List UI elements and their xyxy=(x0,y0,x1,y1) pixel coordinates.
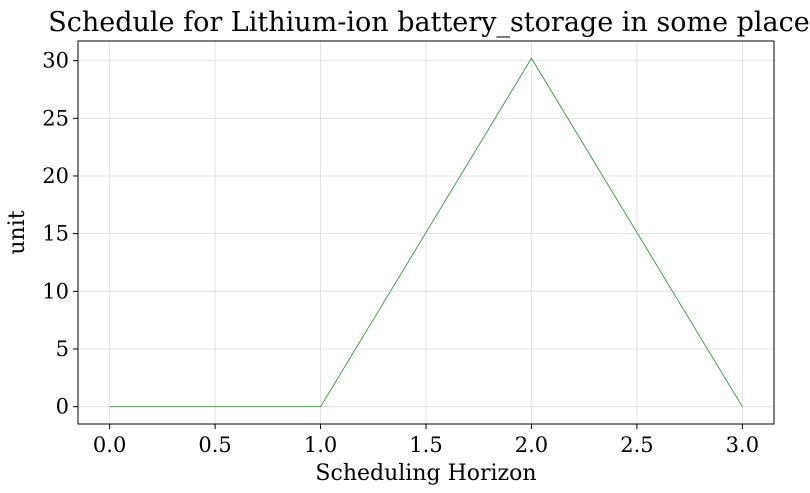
x-axis-label: Scheduling Horizon xyxy=(315,461,536,486)
x-tick-label: 1.0 xyxy=(304,433,337,457)
y-tick-label: 30 xyxy=(42,49,69,73)
x-tick-label: 2.0 xyxy=(515,433,548,457)
y-axis: 0 5 10 15 20 25 30 xyxy=(42,49,78,419)
series-line xyxy=(109,57,743,408)
x-axis: 0.0 0.5 1.0 1.5 2.0 2.5 3.0 xyxy=(93,424,759,457)
chart-title: Schedule for Lithium-ion battery_storage… xyxy=(48,7,810,38)
y-axis-label: unit xyxy=(5,210,30,254)
y-tick-label: 0 xyxy=(56,395,69,419)
y-tick-label: 15 xyxy=(42,222,69,246)
x-tick-label: 0.5 xyxy=(198,433,231,457)
y-tick-label: 10 xyxy=(42,279,69,303)
y-tick-label: 5 xyxy=(56,337,69,361)
y-tick-label: 25 xyxy=(42,106,69,130)
x-tick-label: 3.0 xyxy=(726,433,759,457)
y-tick-label: 20 xyxy=(42,164,69,188)
x-tick-label: 2.5 xyxy=(620,433,653,457)
series-layer xyxy=(109,57,743,408)
x-tick-label: 0.0 xyxy=(93,433,126,457)
x-tick-label: 1.5 xyxy=(409,433,442,457)
